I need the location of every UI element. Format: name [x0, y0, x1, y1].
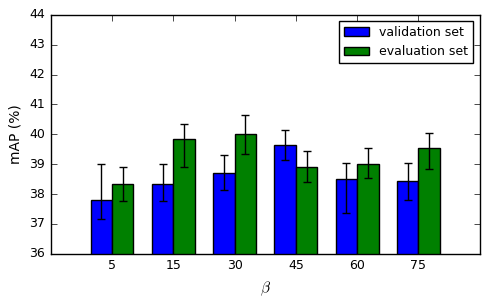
Bar	[91, 200, 112, 306]
Bar	[397, 181, 418, 306]
Bar	[235, 134, 256, 306]
Bar	[418, 148, 440, 306]
Bar	[336, 179, 357, 306]
Bar	[112, 184, 133, 306]
X-axis label: $\beta$: $\beta$	[260, 279, 271, 298]
Legend: validation set, evaluation set: validation set, evaluation set	[340, 21, 473, 63]
Y-axis label: mAP (%): mAP (%)	[8, 104, 22, 164]
Bar	[152, 184, 173, 306]
Bar	[213, 173, 235, 306]
Bar	[296, 167, 317, 306]
Bar	[173, 139, 195, 306]
Bar	[274, 145, 296, 306]
Bar	[357, 164, 379, 306]
